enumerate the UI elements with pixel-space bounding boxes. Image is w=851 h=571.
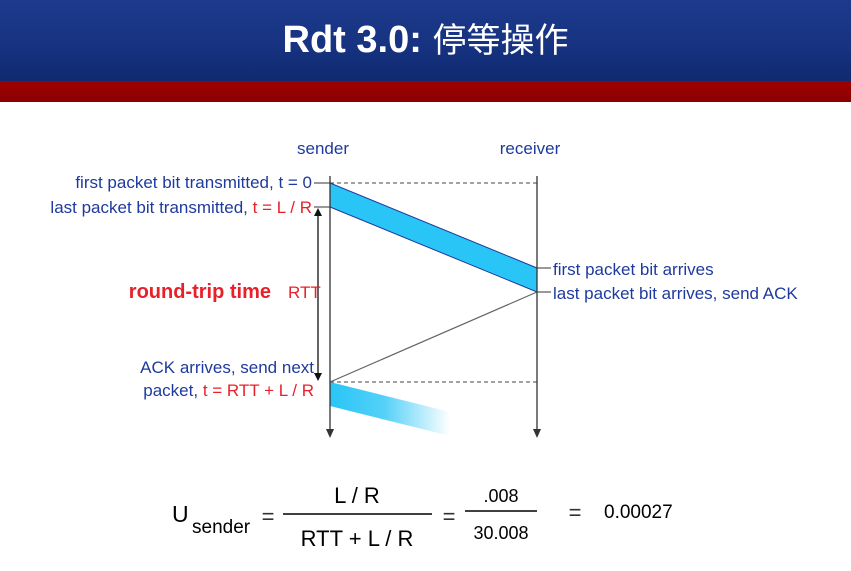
rtt-arrow-down-icon [314, 373, 322, 381]
utilization-formula: U sender = L / R RTT + L / R = .008 30.0… [172, 483, 673, 551]
first-bit-transmitted-label: first packet bit transmitted, t = 0 [75, 173, 312, 192]
last-bit-transmitted-time: t = L / R [253, 198, 312, 217]
ack-time-label: packet, t = RTT + L / R [143, 381, 314, 400]
slide-title: Rdt 3.0: 停等操作 [0, 0, 851, 81]
formula-numerator-1: L / R [334, 483, 380, 508]
first-bit-arrives-label: first packet bit arrives [553, 260, 714, 279]
title-stripe [0, 81, 851, 102]
title-bar [0, 0, 851, 81]
receiver-label: receiver [500, 139, 561, 158]
formula-u: U [172, 501, 189, 527]
last-bit-arrives-label: last packet bit arrives, send ACK [553, 284, 798, 303]
formula-result: 0.00027 [604, 502, 673, 523]
formula-denominator-1: RTT + L / R [301, 526, 414, 551]
formula-equals-1: = [262, 504, 275, 529]
sender-label: sender [297, 139, 349, 158]
ack-line [329, 291, 538, 383]
next-packet [330, 382, 450, 436]
formula-equals-3: = [569, 500, 582, 525]
receiver-timeline-arrow-icon [533, 429, 541, 438]
rtt-arrow-up-icon [314, 208, 322, 216]
formula-subscript: sender [192, 517, 251, 538]
last-bit-transmitted-label: last packet bit transmitted, t = L / R [50, 198, 312, 217]
formula-numerator-2: .008 [483, 486, 518, 506]
packet-transmission [329, 182, 538, 293]
ack-arrives-label: ACK arrives, send next [140, 358, 314, 377]
last-bit-transmitted-text: last packet bit transmitted, [50, 198, 252, 217]
formula-equals-2: = [443, 504, 456, 529]
slide-title-sub: 停等操作 [432, 21, 569, 61]
ack-time-prefix: packet, [143, 381, 203, 400]
ack-time-value: t = RTT + L / R [203, 381, 314, 400]
rtt-caption: round-trip time [129, 281, 271, 303]
slide-title-main: Rdt 3.0: [282, 19, 422, 61]
formula-denominator-2: 30.008 [473, 523, 528, 543]
sender-timeline-arrow-icon [326, 429, 334, 438]
rtt-label: RTT [288, 283, 321, 302]
